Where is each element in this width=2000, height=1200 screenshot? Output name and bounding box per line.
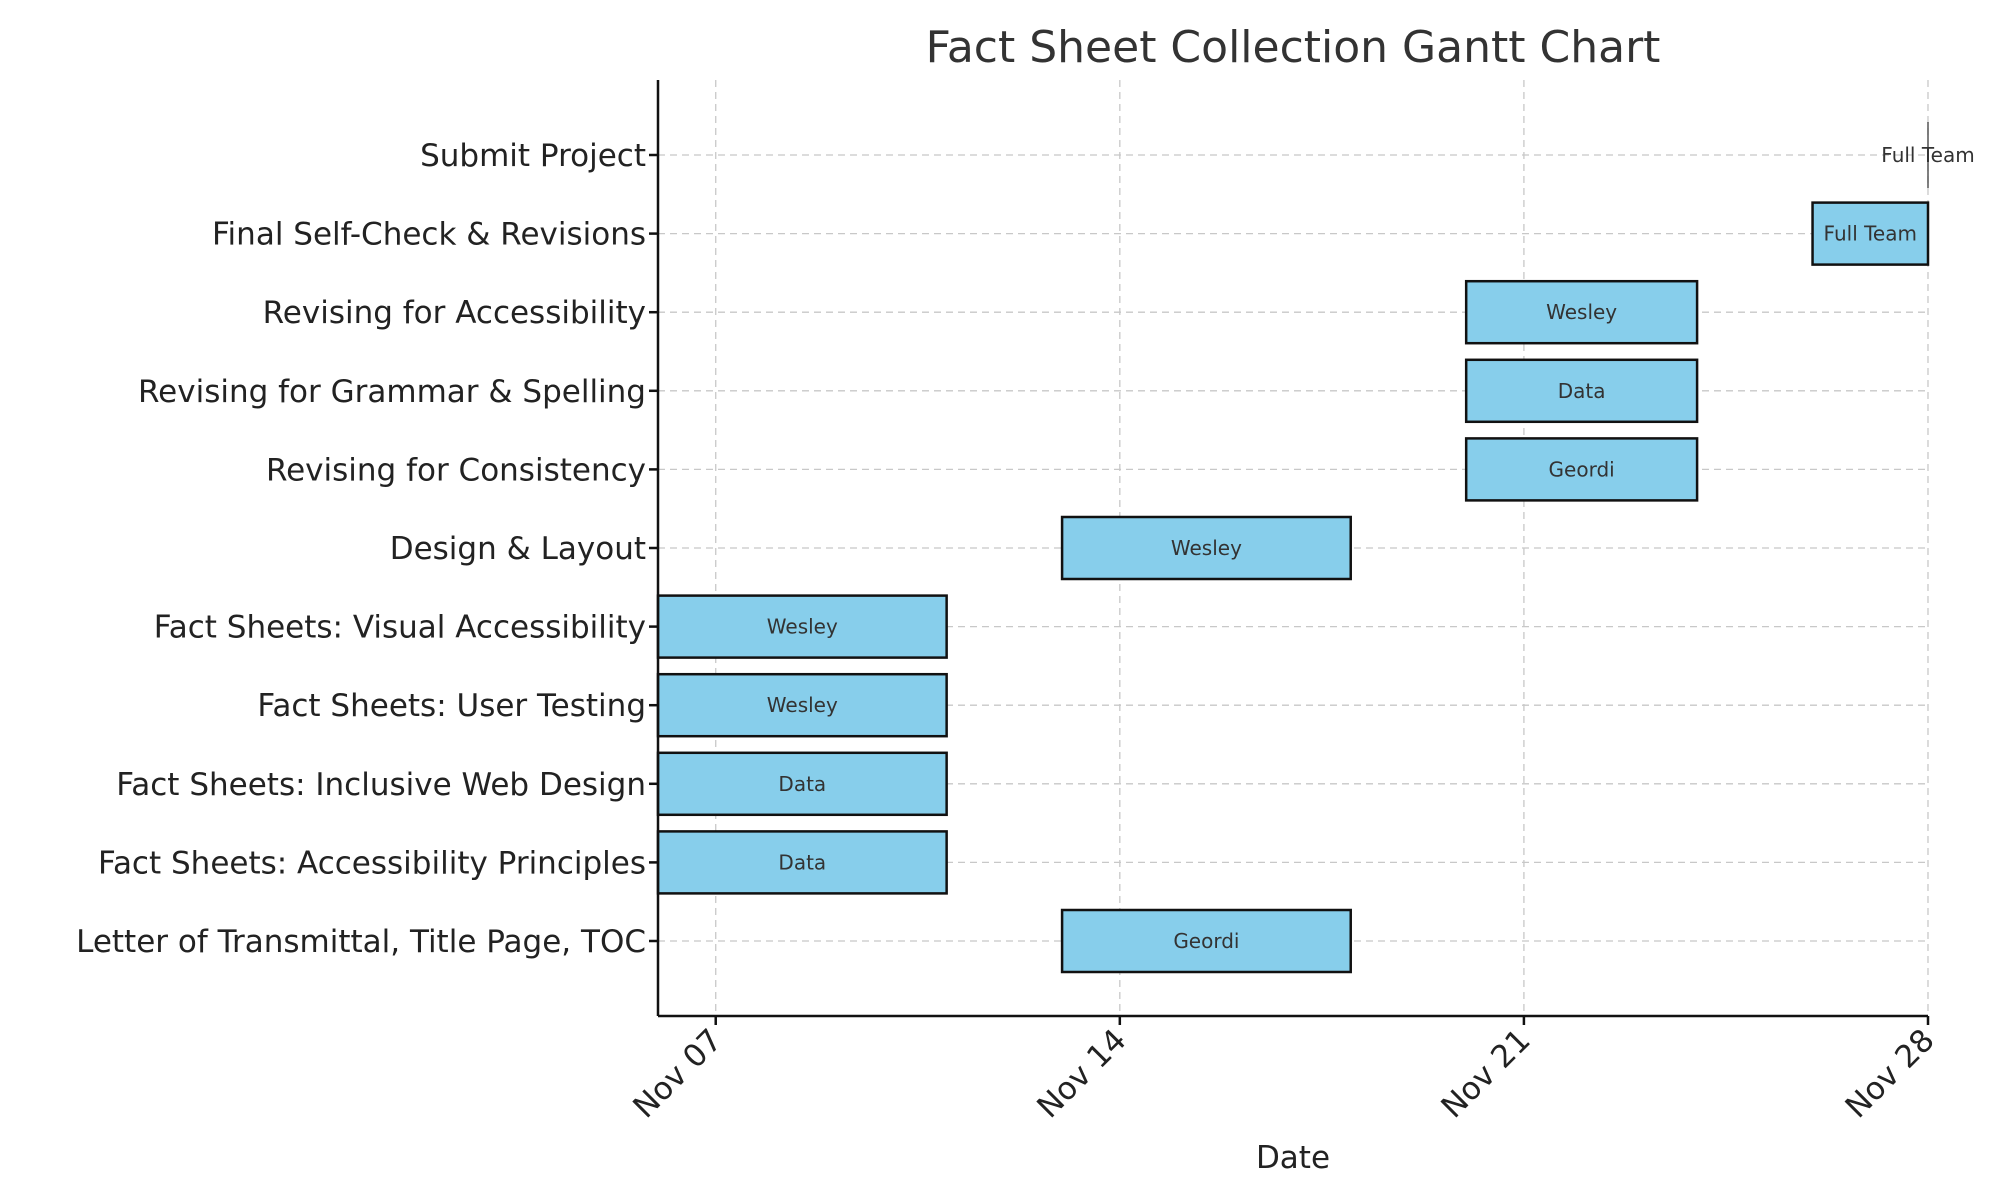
y-tick-label: Revising for Consistency [266, 452, 646, 488]
y-tick-label: Submit Project [420, 138, 646, 174]
task-bar [1060, 515, 1352, 581]
y-tick-label: Design & Layout [390, 531, 646, 567]
task-bar [656, 751, 948, 817]
y-tick-label: Fact Sheets: User Testing [257, 688, 646, 724]
task-owner-label: Wesley [1546, 300, 1617, 324]
task-bar [1811, 201, 1930, 266]
x-axis-label: Date [1256, 1140, 1330, 1176]
task-bar [656, 594, 948, 659]
y-tick-label: Final Self-Check & Revisions [212, 217, 646, 253]
x-tick-label: Nov 28 [1839, 1022, 1942, 1125]
task-bar [1464, 279, 1699, 345]
bars-layer: Geordi Data Data Wesley Wesley Wesley Geordi Da… [656, 122, 1975, 974]
grid-layer [658, 80, 1929, 1016]
task-bar [1464, 437, 1699, 502]
y-tick-label: Letter of Transmittal, Title Page, TOC [76, 924, 646, 960]
task-bar [656, 830, 948, 895]
y-tick-label: Revising for Grammar & Spelling [138, 374, 646, 410]
task-owner-label: Geordi [1173, 929, 1239, 953]
task-owner-label: Full Team [1824, 222, 1917, 246]
task-bar [1060, 908, 1352, 974]
task-owner-label: Data [1558, 379, 1606, 403]
task-owner-label: Data [778, 850, 826, 874]
y-tick-label: Fact Sheets: Inclusive Web Design [116, 767, 646, 803]
x-tick-label: Nov 21 [1434, 1022, 1537, 1125]
axes-layer: Letter of Transmittal, Title Page, TOC Fa… [76, 80, 1942, 1125]
task-owner-label: Data [778, 772, 826, 796]
task-bar [656, 672, 948, 738]
chart-title: Fact Sheet Collection Gantt Chart [926, 22, 1661, 73]
task-owner-label: Wesley [767, 693, 838, 717]
y-tick-label: Fact Sheets: Visual Accessibility [154, 610, 646, 646]
task-owner-label: Wesley [1171, 536, 1242, 560]
y-tick-label: Fact Sheets: Accessibility Principles [98, 845, 646, 881]
x-tick-label: Nov 07 [626, 1022, 729, 1125]
task-bar [1464, 358, 1699, 424]
task-owner-label: Full Team [1881, 143, 1974, 167]
task-owner-label: Wesley [767, 615, 838, 639]
y-tick-label: Revising for Accessibility [263, 295, 646, 331]
x-tick-label: Nov 14 [1030, 1022, 1133, 1125]
task-owner-label: Geordi [1549, 457, 1615, 481]
